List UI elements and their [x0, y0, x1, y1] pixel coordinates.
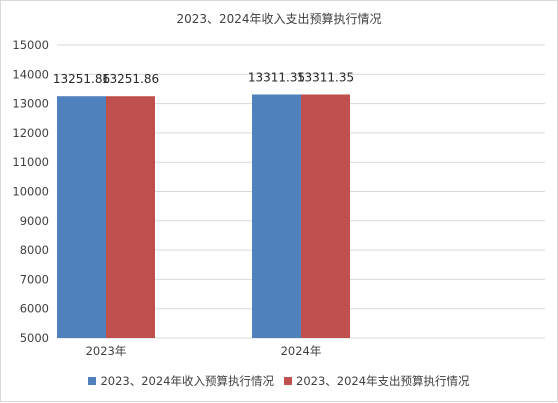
bar: [57, 96, 106, 338]
legend-item-expense: 2023、2024年支出预算执行情况: [284, 373, 470, 389]
data-label: 13251.86: [53, 72, 110, 86]
y-tick-label: 5000: [20, 331, 49, 345]
y-tick-label: 6000: [20, 302, 49, 316]
chart-legend: 2023、2024年收入预算执行情况 2023、2024年支出预算执行情况: [1, 373, 557, 389]
x-category-label: 2023年: [86, 344, 127, 358]
legend-swatch-expense: [284, 377, 292, 385]
y-tick-label: 11000: [12, 155, 49, 169]
y-tick-label: 7000: [20, 272, 49, 286]
y-tick-label: 15000: [12, 38, 49, 52]
bar: [252, 94, 301, 338]
y-tick-label: 13000: [12, 97, 49, 111]
legend-item-income: 2023、2024年收入预算执行情况: [88, 373, 274, 389]
y-tick-label: 9000: [20, 214, 49, 228]
legend-label-expense: 2023、2024年支出预算执行情况: [296, 374, 470, 388]
y-tick-label: 14000: [12, 67, 49, 81]
y-tick-label: 12000: [12, 126, 49, 140]
data-label: 13311.35: [248, 70, 305, 84]
legend-label-income: 2023、2024年收入预算执行情况: [100, 374, 274, 388]
x-category-label: 2024年: [281, 344, 322, 358]
data-label: 13311.35: [297, 70, 354, 84]
bar: [301, 94, 350, 338]
legend-swatch-income: [88, 377, 97, 385]
chart-title: 2023、2024年收入支出预算执行情况: [176, 12, 382, 26]
y-tick-label: 8000: [20, 243, 49, 257]
data-label: 13251.86: [102, 72, 159, 86]
bar: [106, 96, 155, 338]
y-tick-label: 10000: [12, 185, 49, 199]
